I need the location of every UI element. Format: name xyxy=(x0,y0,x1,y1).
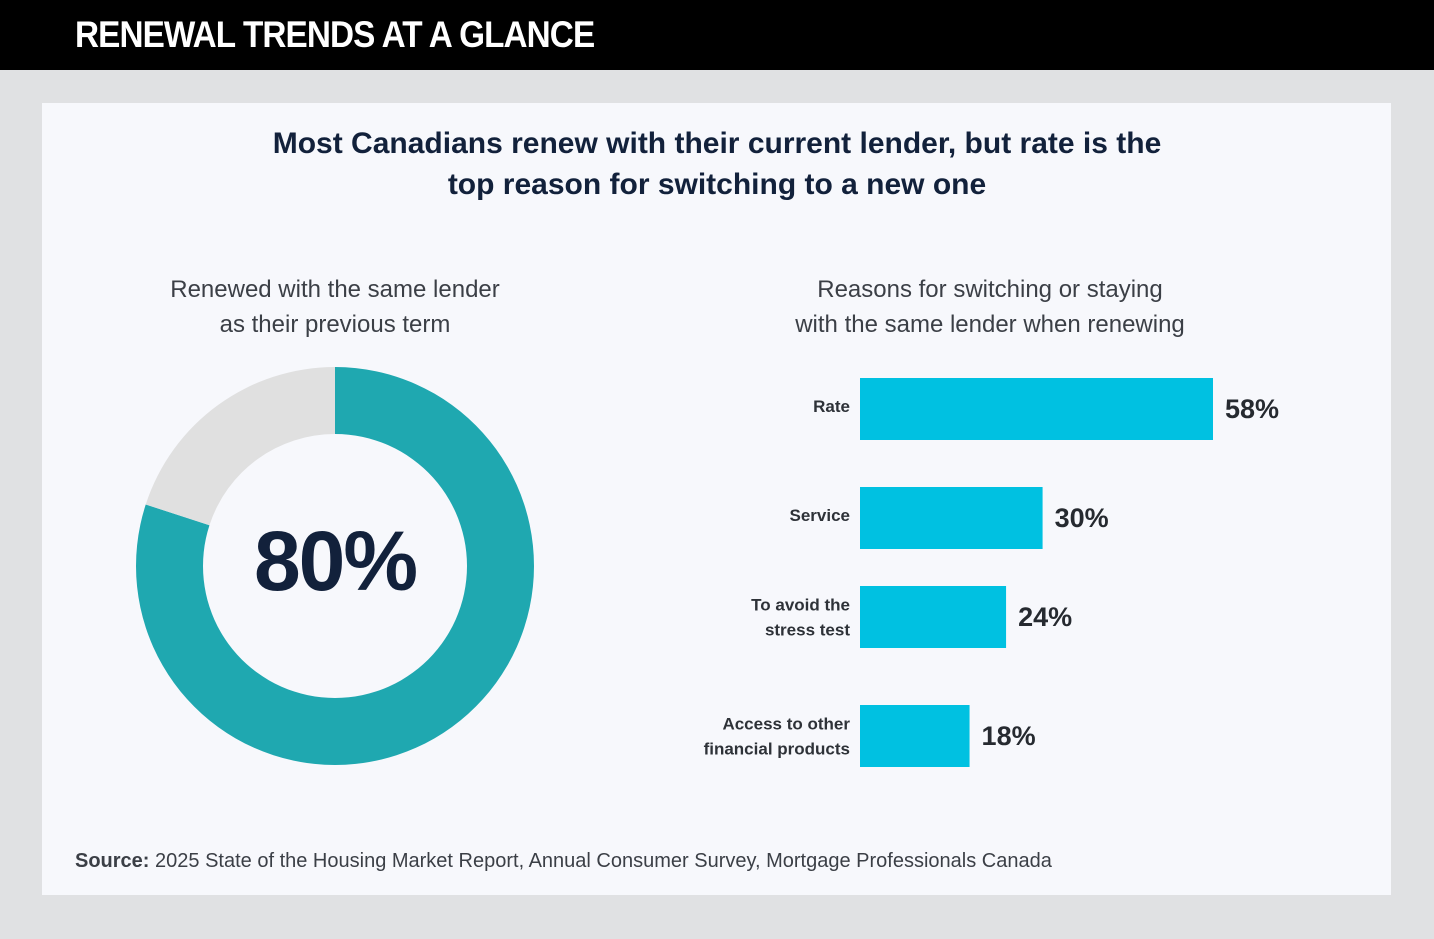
donut-subtitle: Renewed with the same lender as their pr… xyxy=(95,272,575,342)
bar-subtitle-line-1: Reasons for switching or staying xyxy=(817,276,1163,303)
content-panel xyxy=(42,103,1391,895)
source-note: Source: 2025 State of the Housing Market… xyxy=(75,850,1052,873)
bar-subtitle-line-2: with the same lender when renewing xyxy=(795,311,1185,338)
donut-chart xyxy=(136,367,534,765)
bar-chart-subtitle: Reasons for switching or staying with th… xyxy=(730,272,1250,342)
source-text: 2025 State of the Housing Market Report,… xyxy=(155,850,1052,872)
donut-slice-renewed xyxy=(136,367,534,765)
header-bar: RENEWAL TRENDS AT A GLANCE xyxy=(0,0,1434,70)
donut-subtitle-line-2: as their previous term xyxy=(219,311,451,338)
donut-center-value: 80% xyxy=(253,514,418,608)
page-title: RENEWAL TRENDS AT A GLANCE xyxy=(75,14,595,55)
headline-line-1: Most Canadians renew with their current … xyxy=(272,127,1162,160)
donut-slice-remainder xyxy=(145,367,335,526)
headline-line-2: top reason for switching to a new one xyxy=(447,168,987,201)
source-label: Source: xyxy=(75,850,150,872)
chart-headline: Most Canadians renew with their current … xyxy=(0,123,1434,205)
donut-subtitle-line-1: Renewed with the same lender xyxy=(170,276,500,303)
